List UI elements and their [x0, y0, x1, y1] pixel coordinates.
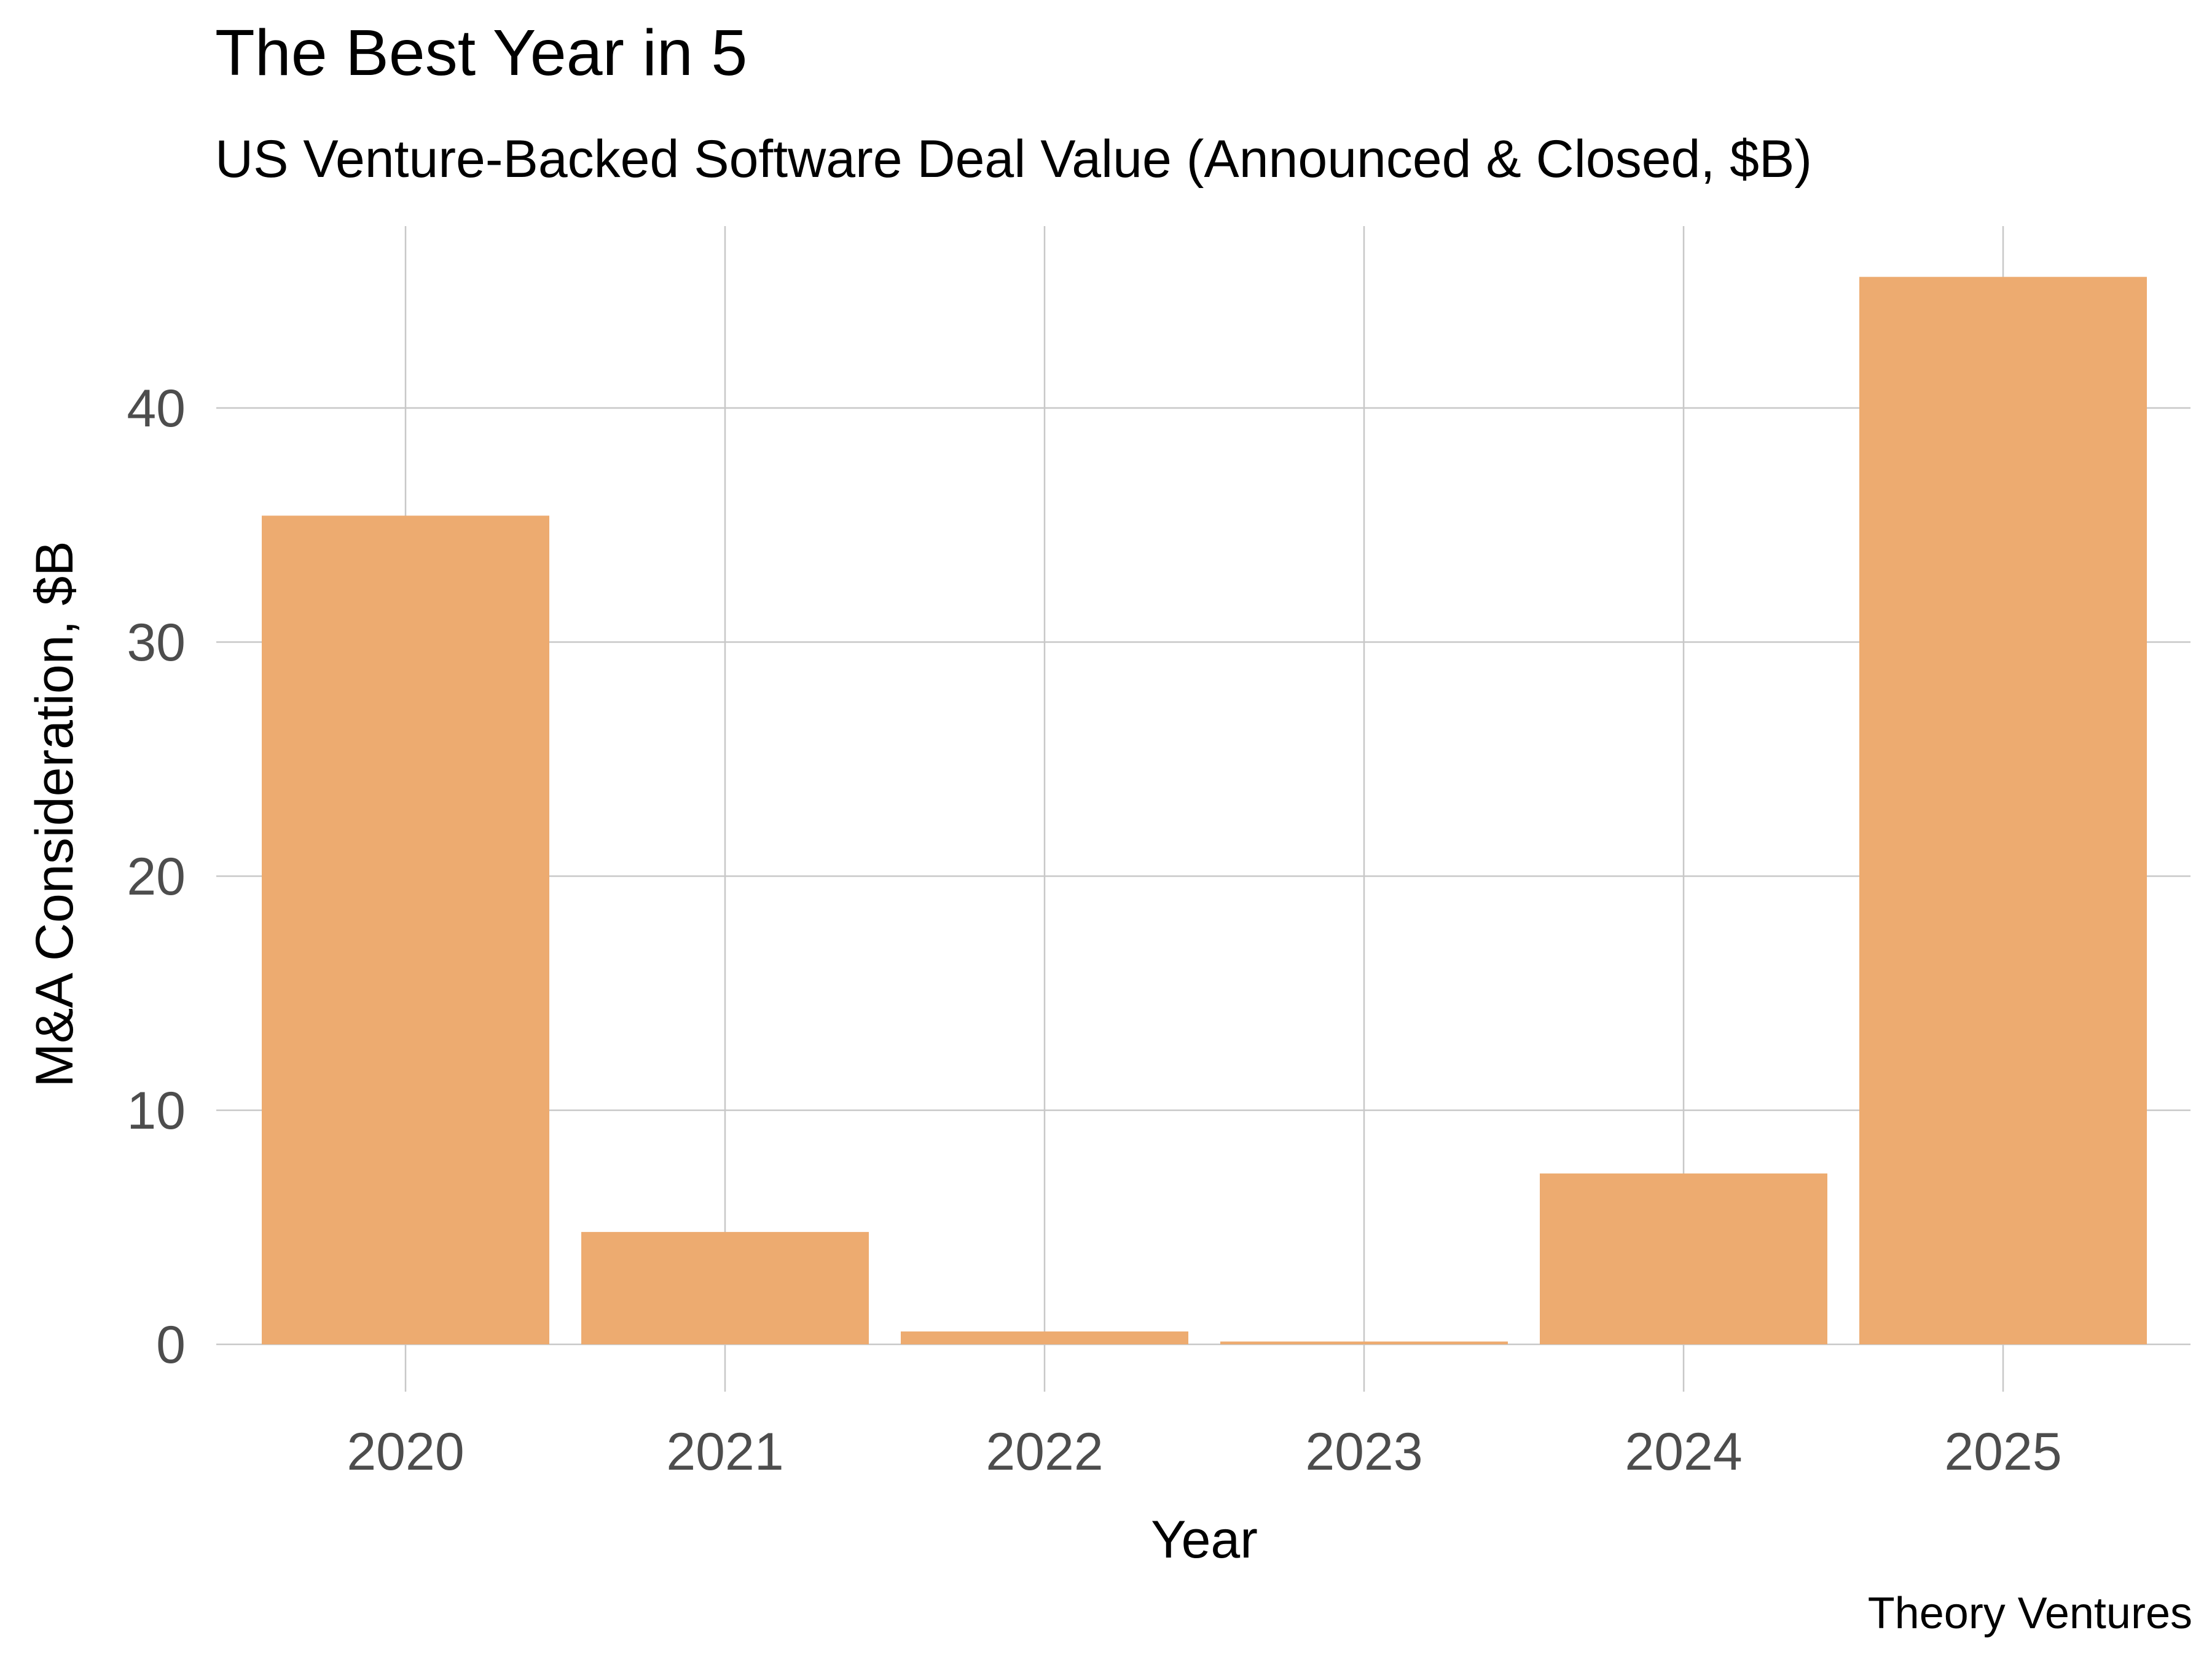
- x-axis-label: Year: [1151, 1510, 1258, 1569]
- y-tick-label: 20: [127, 847, 186, 906]
- x-tick-label: 2024: [1625, 1422, 1742, 1481]
- y-tick-label: 40: [127, 379, 186, 438]
- chart-title: The Best Year in 5: [215, 17, 747, 89]
- x-tick-label: 2021: [666, 1422, 783, 1481]
- bar-2022: [901, 1331, 1188, 1344]
- bar-2020: [262, 515, 549, 1344]
- y-tick-label: 30: [127, 613, 186, 672]
- x-tick-label: 2023: [1305, 1422, 1422, 1481]
- x-tick-label: 2022: [986, 1422, 1103, 1481]
- bar-2023: [1220, 1341, 1508, 1344]
- x-tick-label: 2020: [347, 1422, 464, 1481]
- y-tick-label: 0: [156, 1315, 186, 1374]
- tick-labels: 0 10 20 30 40 2020 2021 2022 2023 2024 2025: [127, 379, 2061, 1481]
- bar-2021: [581, 1232, 869, 1344]
- bar-2025: [1859, 276, 2147, 1344]
- bars: [262, 276, 2147, 1344]
- x-tick-label: 2025: [1944, 1422, 2061, 1481]
- y-tick-label: 10: [127, 1081, 186, 1140]
- y-axis-label: M&A Consideration, $B: [25, 541, 84, 1087]
- bar-2024: [1540, 1173, 1827, 1344]
- source-caption: Theory Ventures: [1868, 1589, 2192, 1638]
- chart-subtitle: US Venture-Backed Software Deal Value (A…: [215, 130, 1812, 189]
